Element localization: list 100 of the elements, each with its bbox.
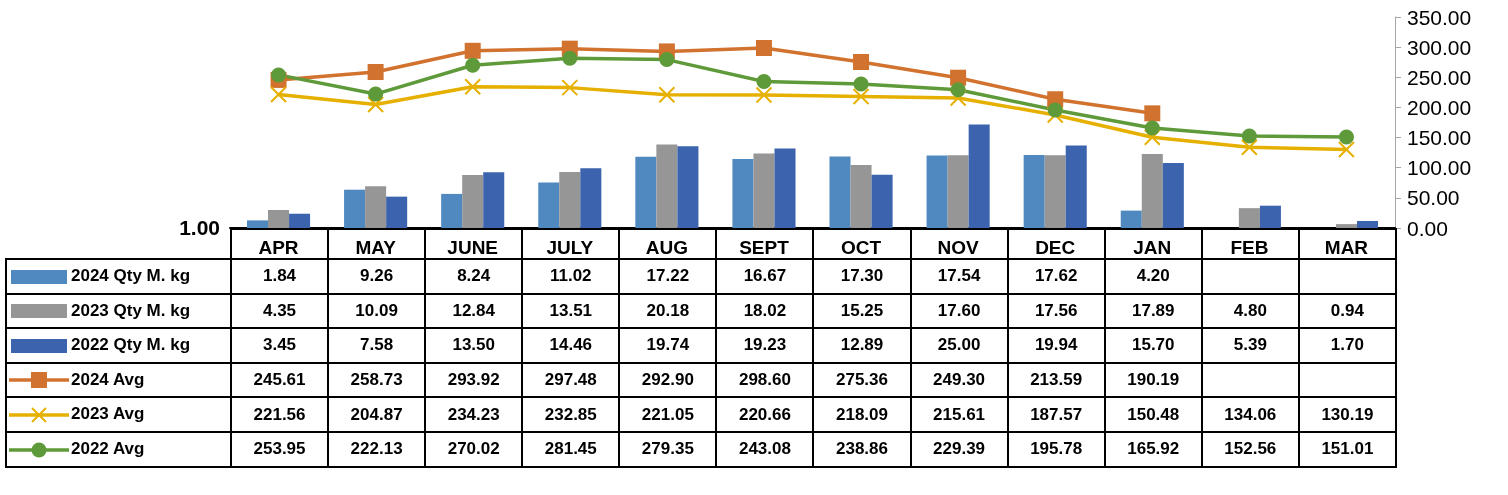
data-label: 14.46 xyxy=(522,328,620,363)
data-label: 238.86 xyxy=(813,431,911,467)
bar xyxy=(656,144,678,228)
bar xyxy=(850,164,872,228)
point xyxy=(464,42,481,59)
data-label: 190.19 xyxy=(1104,362,1202,398)
point xyxy=(1338,129,1354,145)
point xyxy=(659,52,675,68)
legend-label: 2024 Avg xyxy=(71,369,145,389)
data-label: 15.25 xyxy=(813,293,911,329)
point xyxy=(852,88,870,106)
x-tick-label: JULY xyxy=(546,237,594,258)
data-label: 221.56 xyxy=(231,397,329,432)
data-label: 213.59 xyxy=(1007,362,1105,398)
data-label: 12.84 xyxy=(425,293,523,329)
data-label: 279.35 xyxy=(619,431,717,467)
data-label: 234.23 xyxy=(425,397,523,432)
y2-tick-label: 300.00 xyxy=(1407,35,1472,59)
data-label: 270.02 xyxy=(425,431,523,467)
bar xyxy=(365,186,387,228)
data-label: 221.05 xyxy=(619,397,717,432)
point xyxy=(1241,128,1257,144)
bar xyxy=(1335,224,1357,228)
data-label: 13.51 xyxy=(522,293,620,329)
x-tick-label: NOV xyxy=(937,237,980,258)
bar xyxy=(968,124,990,228)
y2-tick-label: 100.00 xyxy=(1407,156,1472,180)
x-tick-label: JAN xyxy=(1133,237,1172,258)
data-label: 4.80 xyxy=(1201,293,1299,329)
y2-tick-label: 0.00 xyxy=(1407,216,1448,240)
bar xyxy=(246,220,269,228)
data-label: 25.00 xyxy=(910,328,1008,363)
x-tick-label: FEB xyxy=(1230,237,1269,258)
data-label: 9.26 xyxy=(328,259,426,294)
point xyxy=(1143,128,1161,146)
data-label: 19.23 xyxy=(716,328,814,363)
x-tick-label: OCT xyxy=(840,237,882,258)
data-label: 222.13 xyxy=(328,431,426,467)
data-label: 10.09 xyxy=(328,293,426,329)
x-tick-label: MAY xyxy=(355,237,397,258)
data-label: 19.94 xyxy=(1007,328,1105,363)
data-label: 245.61 xyxy=(231,362,329,398)
point xyxy=(950,82,966,98)
data-label: 16.67 xyxy=(716,259,814,294)
data-label: 220.66 xyxy=(716,397,814,432)
data-label: 0.94 xyxy=(1298,293,1396,329)
bar xyxy=(732,159,754,228)
data-label: 281.45 xyxy=(522,431,620,467)
point xyxy=(1240,138,1258,156)
legend-label: 2022 Avg xyxy=(71,439,145,458)
bar xyxy=(289,213,311,228)
data-label: 152.56 xyxy=(1201,431,1299,467)
bar xyxy=(1259,205,1281,228)
data-label: 1.84 xyxy=(231,259,329,294)
bar xyxy=(1120,210,1142,228)
data-label: 17.89 xyxy=(1104,293,1202,329)
legend-label: 2023 Qty M. kg xyxy=(71,300,191,320)
bar xyxy=(1141,153,1163,228)
point xyxy=(1144,105,1161,122)
data-label: 187.57 xyxy=(1007,397,1105,432)
data-label: 17.22 xyxy=(619,259,717,294)
point xyxy=(1144,120,1160,136)
y2-tick-label: 50.00 xyxy=(1407,186,1460,210)
data-label: 17.30 xyxy=(813,259,911,294)
bar xyxy=(441,193,463,228)
x-tick-label: JUNE xyxy=(447,237,499,258)
data-label: 4.35 xyxy=(231,293,329,329)
point xyxy=(271,67,287,83)
bar xyxy=(829,156,851,228)
point xyxy=(367,95,385,113)
data-label: 8.24 xyxy=(425,259,523,294)
bar xyxy=(753,153,775,228)
point xyxy=(755,39,772,56)
data-label: 3.45 xyxy=(231,328,329,363)
point xyxy=(465,57,481,73)
point xyxy=(561,79,579,97)
bar xyxy=(1023,155,1045,228)
data-label: 232.85 xyxy=(522,397,620,432)
y2-tick-label: 250.00 xyxy=(1407,65,1472,89)
data-label: 292.90 xyxy=(619,362,717,398)
text: 1.00 xyxy=(179,216,220,239)
data-label: 134.06 xyxy=(1201,397,1299,432)
data-label: 20.18 xyxy=(619,293,717,329)
data-label: 12.89 xyxy=(813,328,911,363)
point xyxy=(755,86,773,104)
data-label: 297.48 xyxy=(522,362,620,398)
point xyxy=(949,89,967,107)
legend-label: 2023 Avg xyxy=(71,404,145,424)
data-label: 17.56 xyxy=(1007,293,1105,329)
point xyxy=(756,73,772,89)
data-label: 293.92 xyxy=(425,362,523,398)
y2-tick-label: 350.00 xyxy=(1407,5,1472,29)
bar xyxy=(268,210,290,228)
data-label: 5.39 xyxy=(1201,328,1299,363)
legend-label: 2024 Qty M. kg xyxy=(71,266,191,286)
data-label: 253.95 xyxy=(231,431,329,467)
data-label: 165.92 xyxy=(1104,431,1202,467)
data-label: 275.36 xyxy=(813,362,911,398)
bar xyxy=(1162,163,1184,228)
bar xyxy=(386,196,408,228)
